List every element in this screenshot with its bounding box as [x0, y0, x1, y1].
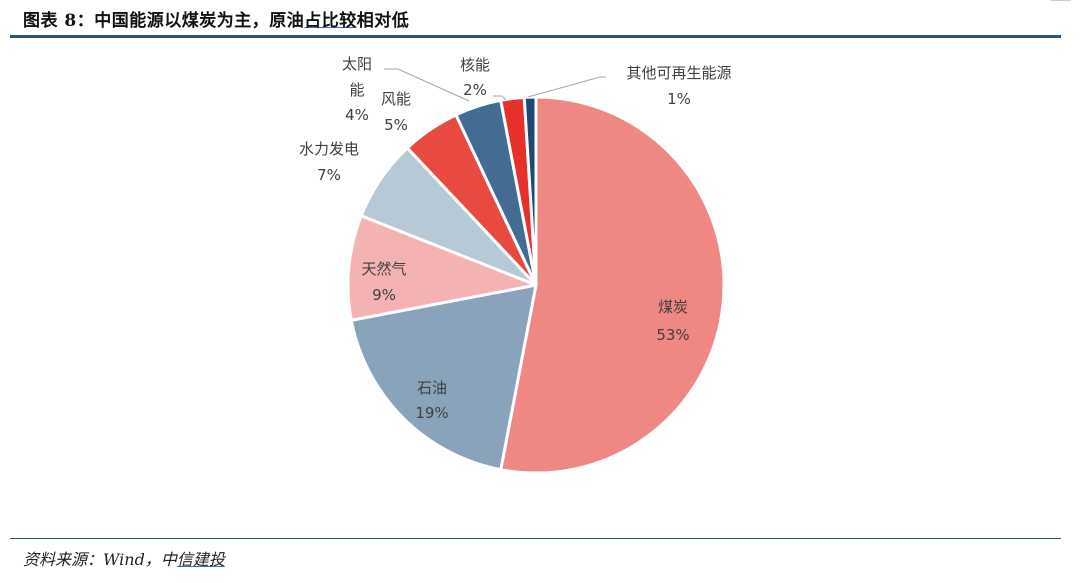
label-hydro-pct: 7% — [317, 166, 341, 184]
leader-line-other — [527, 76, 606, 98]
label-wind-name: 风能 — [381, 90, 411, 108]
label-solar-name-line2: 能 — [349, 81, 364, 99]
label-nuclear-pct: 2% — [463, 81, 487, 99]
label-other-name: 其他可再生能源 — [626, 64, 731, 82]
chart-title: 图表 8：中国能源以煤炭为主，原油占比较相对低 — [23, 6, 409, 31]
label-solar-name-line1: 太阳 — [342, 55, 372, 73]
label-oil-name: 石油 — [417, 379, 447, 397]
pie-slice-1 — [349, 283, 538, 472]
pie-slice-0 — [499, 95, 726, 475]
label-nuclear-name: 核能 — [460, 56, 490, 74]
footer-rule — [10, 538, 1061, 539]
pie-slices — [346, 95, 726, 475]
leader-line-nuclear — [493, 95, 507, 101]
label-coal-pct: 53% — [656, 326, 689, 344]
label-coal-name: 煤炭 — [658, 298, 688, 316]
title-text-suffix: 相对低 — [356, 11, 410, 31]
title-underlined-text: 占比较 — [304, 11, 357, 31]
label-gas-pct: 9% — [372, 286, 396, 304]
source-text: 资料来源：Wind，中 — [23, 550, 177, 569]
pie-slice-2 — [346, 214, 538, 322]
label-solar-pct: 4% — [345, 106, 369, 124]
label-oil-pct: 19% — [415, 404, 448, 422]
pie-slice-7 — [522, 95, 538, 287]
corner-mark — [1051, 0, 1071, 1]
leader-line-solar — [384, 68, 470, 102]
title-text: 图表 8：中国能源以煤炭为主，原油 — [23, 11, 305, 31]
label-hydro-name: 水力发电 — [299, 140, 359, 158]
label-other-pct: 1% — [667, 90, 691, 108]
source-underlined-text: 信建投 — [176, 550, 225, 569]
header-rule — [10, 35, 1061, 38]
label-gas-name: 天然气 — [361, 260, 406, 278]
source-note: 资料来源：Wind，中信建投 — [23, 546, 225, 570]
label-wind-pct: 5% — [384, 116, 408, 134]
